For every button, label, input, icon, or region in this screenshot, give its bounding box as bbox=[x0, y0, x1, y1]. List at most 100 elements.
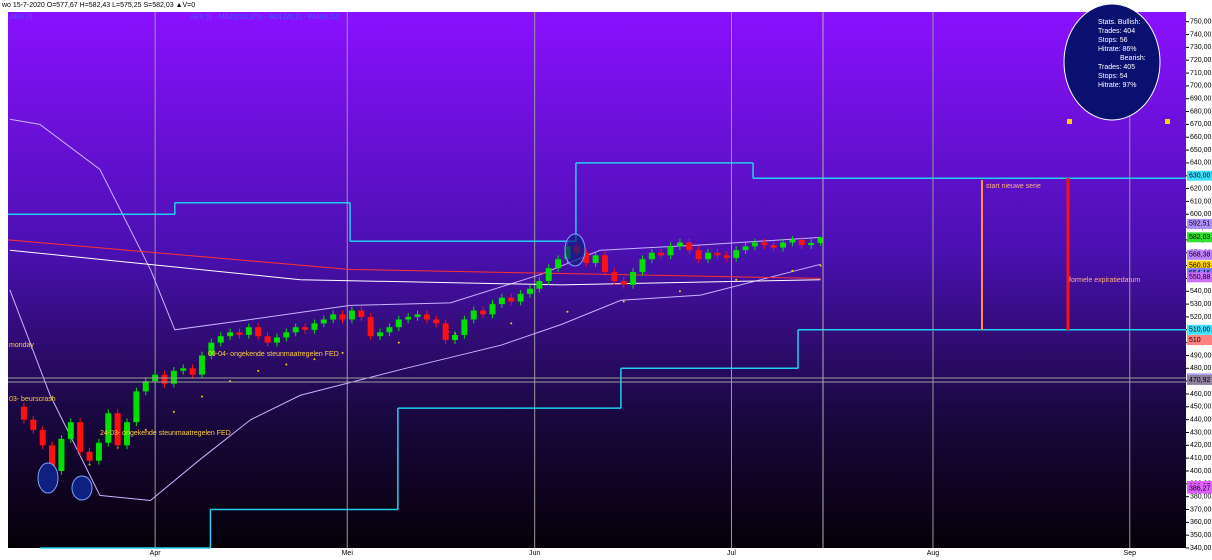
highlight bbox=[564, 233, 586, 267]
price-label: 568,38 bbox=[1189, 252, 1211, 259]
candle-body bbox=[217, 336, 224, 343]
candle-body bbox=[67, 422, 74, 439]
plot-area bbox=[8, 12, 1186, 548]
candle-body bbox=[751, 242, 758, 247]
y-tick-label: 540,00 bbox=[1190, 288, 1212, 295]
candle-body bbox=[723, 255, 730, 258]
stats-line: Trades: 405 bbox=[1098, 64, 1135, 71]
price-label: 510,00 bbox=[1189, 327, 1211, 334]
candle-body bbox=[161, 374, 168, 384]
axes: 750,00 740,00 730,00 720,00 710,00 700,00 690,… bbox=[150, 19, 1212, 557]
highlight bbox=[71, 475, 93, 501]
candle-body bbox=[273, 337, 280, 343]
y-tick-label: 360,00 bbox=[1190, 519, 1212, 526]
candle-body bbox=[86, 451, 93, 461]
candle-body bbox=[733, 250, 740, 258]
y-tick-label: 700,00 bbox=[1190, 83, 1212, 90]
x-tick-label: Jun bbox=[529, 550, 540, 557]
x-tick-label: Apr bbox=[150, 550, 162, 557]
candle-body bbox=[442, 323, 449, 341]
candle-body bbox=[348, 310, 355, 320]
stats-box bbox=[1063, 3, 1161, 121]
y-tick-label: 450,00 bbox=[1190, 404, 1212, 411]
stats-line: Trades: 404 bbox=[1098, 28, 1135, 35]
candle-body bbox=[789, 239, 796, 243]
annotation: 03- beurscrash bbox=[9, 396, 56, 403]
candle-body bbox=[311, 323, 318, 330]
annotation: formele expiratiedatum bbox=[1069, 277, 1140, 284]
stats: Stats. Bullish: Trades: 404 Stops: 56 Hi… bbox=[1098, 19, 1146, 89]
candle-body bbox=[526, 288, 533, 294]
candle-body bbox=[714, 252, 721, 256]
candle-body bbox=[648, 252, 655, 260]
grid bbox=[154, 12, 1131, 548]
annotation: monday bbox=[9, 342, 34, 349]
highlight bbox=[37, 462, 59, 494]
indicator-line bbox=[9, 118, 821, 331]
price-label-box bbox=[1187, 170, 1212, 181]
candle-body bbox=[358, 310, 365, 317]
price-label-box bbox=[1187, 260, 1212, 271]
legend-entry: AEX (I) - MA2(220,375) - BOL(20,2) - PAR… bbox=[190, 14, 340, 21]
price-label-box bbox=[1187, 483, 1212, 494]
annotation: start nieuwe serie bbox=[986, 183, 1041, 190]
legend-entry: AEX (I) bbox=[10, 14, 33, 21]
y-tick-label: 490,00 bbox=[1190, 352, 1212, 359]
x-tick-label: Aug bbox=[927, 550, 940, 557]
price-label-box bbox=[1187, 324, 1212, 335]
par-dot bbox=[144, 428, 147, 431]
price-label: 550,88 bbox=[1189, 274, 1211, 281]
par-dot bbox=[200, 395, 203, 398]
indicator-line bbox=[7, 239, 821, 279]
y-tick-label: 380,00 bbox=[1190, 493, 1212, 500]
price-label: 582,03 bbox=[1189, 234, 1211, 241]
price-label-box bbox=[1187, 272, 1212, 283]
y-tick-label: 730,00 bbox=[1190, 44, 1212, 51]
par-dot bbox=[819, 264, 822, 267]
y-tick-label: 420,00 bbox=[1190, 442, 1212, 449]
price-label-box bbox=[1187, 218, 1212, 229]
candle-body bbox=[105, 413, 112, 443]
par-dot bbox=[791, 269, 794, 272]
candle-body bbox=[245, 327, 252, 335]
candle-body bbox=[620, 281, 627, 285]
candle-body bbox=[227, 332, 234, 337]
candle-body bbox=[761, 242, 768, 246]
candle-body bbox=[536, 281, 543, 289]
par-dot bbox=[510, 322, 513, 325]
candle-body bbox=[283, 332, 290, 338]
stats-line: Stops: 56 bbox=[1098, 37, 1128, 44]
candle-body bbox=[77, 422, 84, 452]
y-tick-label: 710,00 bbox=[1190, 70, 1212, 77]
candle-body bbox=[189, 368, 196, 375]
candle-body bbox=[705, 252, 712, 260]
candle-body bbox=[489, 304, 496, 315]
candle-body bbox=[264, 336, 271, 343]
y-tick-label: 600,00 bbox=[1190, 211, 1212, 218]
y-tick-label: 690,00 bbox=[1190, 96, 1212, 103]
candle-body bbox=[517, 293, 524, 302]
stats-line: Hitrate: 86% bbox=[1098, 46, 1137, 53]
y-tick-label: 520,00 bbox=[1190, 314, 1212, 321]
price-label: 470,92 bbox=[1189, 377, 1211, 384]
candle-body bbox=[292, 327, 299, 333]
candle-body bbox=[770, 245, 777, 248]
y-tick-label: 650,00 bbox=[1190, 147, 1212, 154]
candle-body bbox=[255, 327, 262, 337]
y-tick-label: 660,00 bbox=[1190, 134, 1212, 141]
candle-body bbox=[480, 310, 487, 315]
candle-body bbox=[30, 419, 37, 430]
annotation: 09-04- ongekende steunmaatregelen FED bbox=[208, 351, 339, 358]
candle-body bbox=[330, 314, 337, 320]
y-tick-label: 750,00 bbox=[1190, 19, 1212, 26]
y-tick-label: 430,00 bbox=[1190, 429, 1212, 436]
par-dot bbox=[735, 278, 738, 281]
par-dot bbox=[257, 369, 260, 372]
candle-body bbox=[367, 316, 374, 337]
y-tick-label: 640,00 bbox=[1190, 160, 1212, 167]
stats-line: Hitrate: 97% bbox=[1098, 82, 1137, 89]
candle-body bbox=[414, 314, 421, 317]
par-dot bbox=[622, 300, 625, 303]
candle-body bbox=[658, 252, 665, 256]
